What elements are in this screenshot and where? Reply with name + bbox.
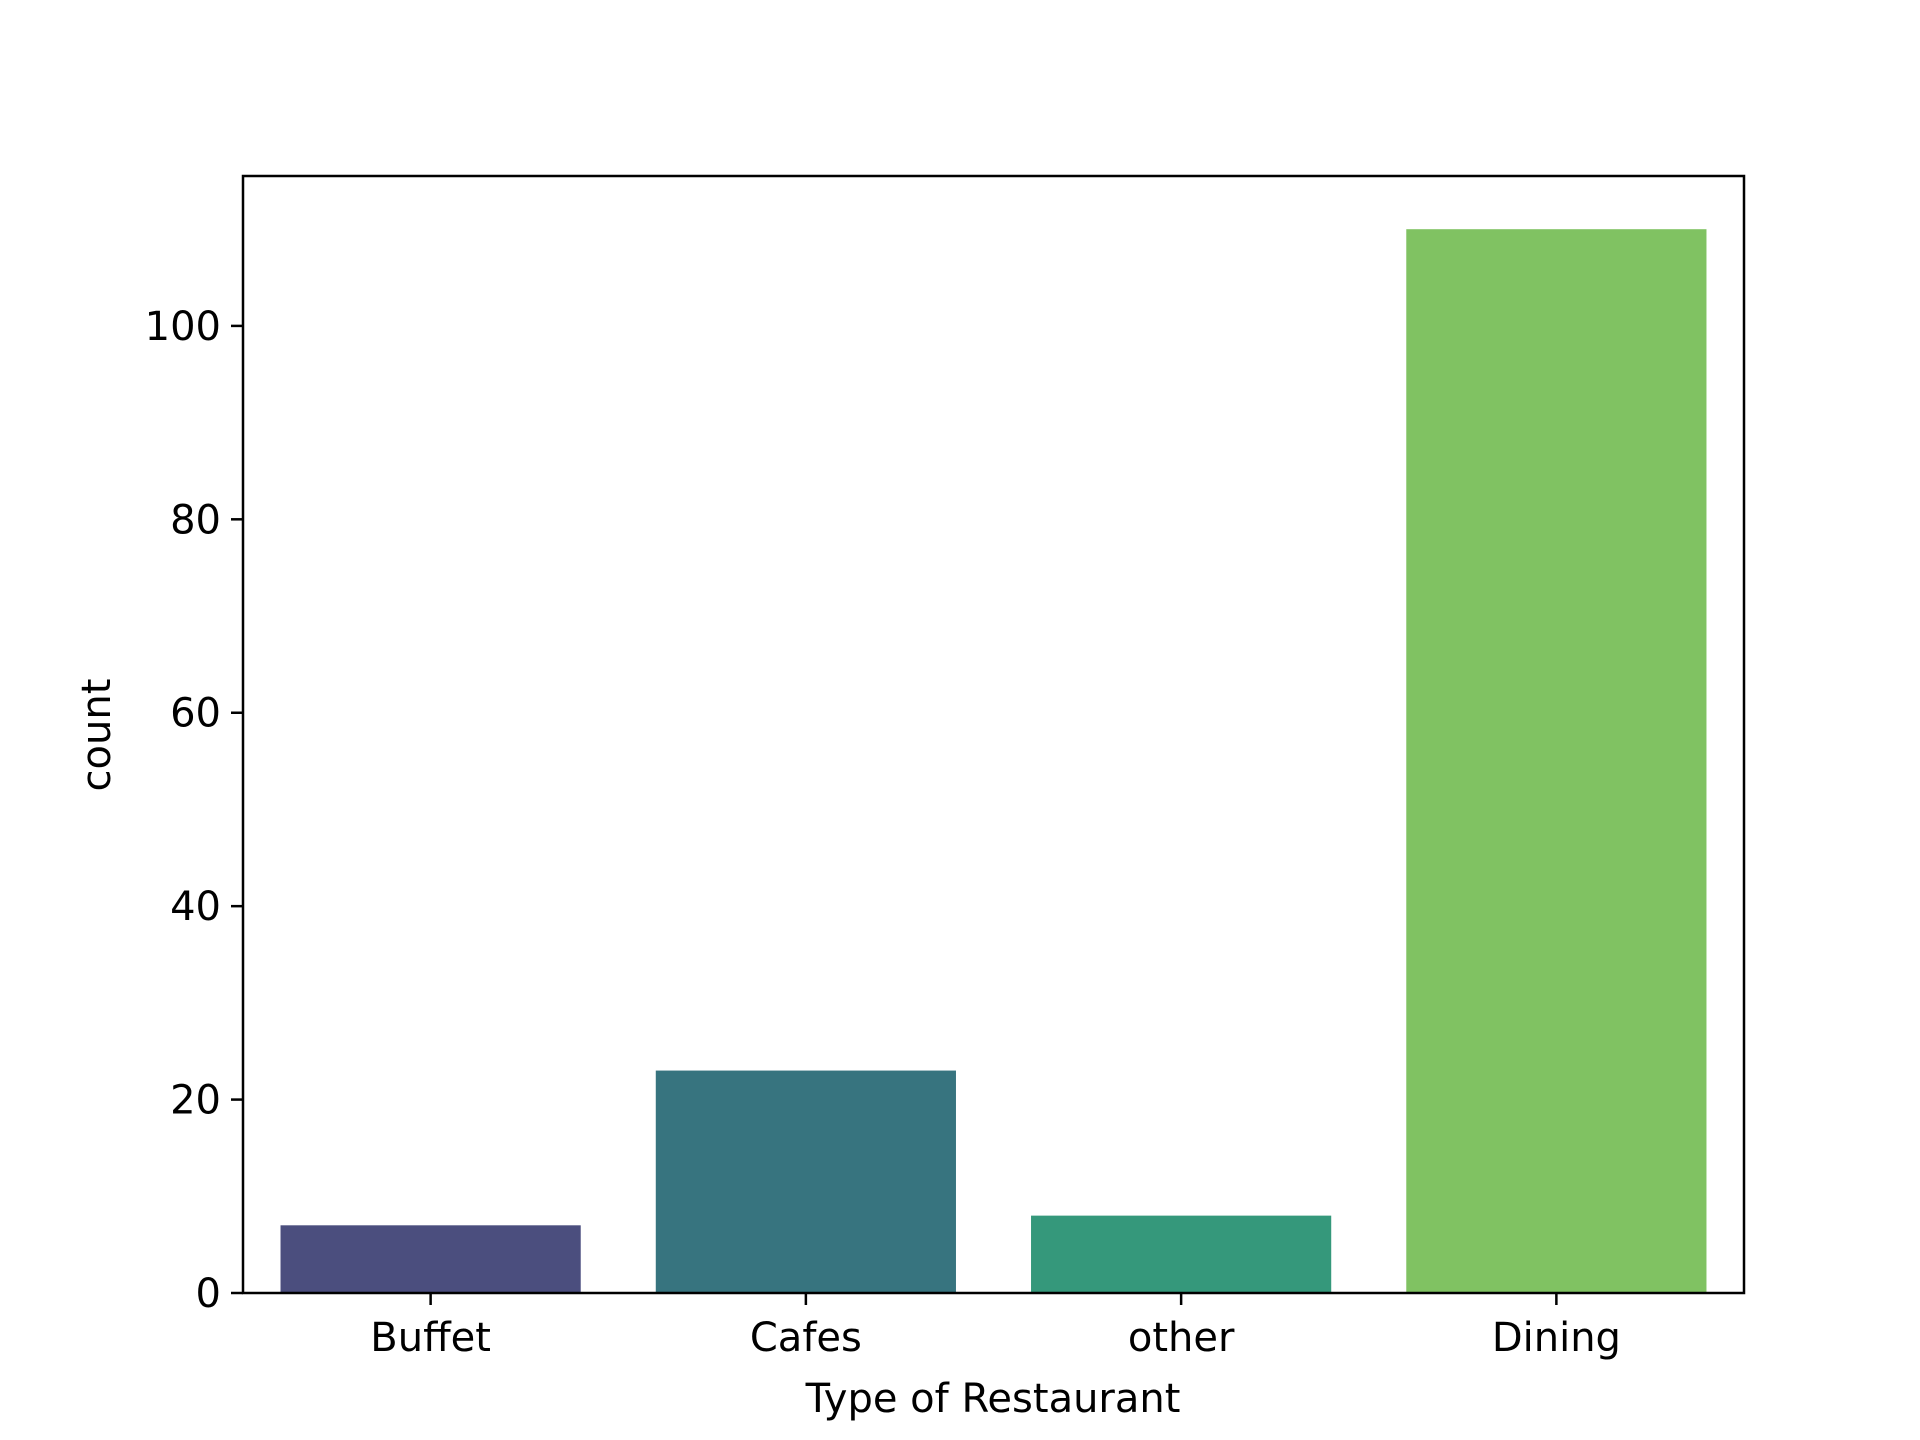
bar-buffet (280, 1225, 581, 1293)
y-axis-ticks: 0 20 40 60 80 100 (145, 304, 243, 1317)
bars-group (280, 229, 1707, 1294)
bar-other (1031, 1215, 1332, 1293)
y-tick-label: 80 (170, 497, 221, 543)
y-tick-label: 40 (170, 884, 221, 930)
bar-dining (1406, 229, 1707, 1294)
plot-frame (241, 174, 1746, 1295)
y-tick-label: 60 (170, 691, 221, 737)
x-tick-label: Buffet (370, 1315, 491, 1361)
y-axis-label: count (74, 679, 120, 792)
y-tick-label: 20 (170, 1078, 221, 1124)
y-tick-label: 100 (145, 304, 221, 350)
x-tick-label: Cafes (750, 1315, 862, 1361)
x-tick-label: Dining (1492, 1315, 1621, 1361)
x-axis-label: Type of Restaurant (805, 1376, 1181, 1422)
y-tick-label: 0 (196, 1271, 221, 1317)
x-axis-ticks: Buffet Cafes other Dining (370, 1293, 1621, 1361)
bar-cafes (655, 1070, 956, 1293)
x-tick-label: other (1128, 1315, 1235, 1361)
